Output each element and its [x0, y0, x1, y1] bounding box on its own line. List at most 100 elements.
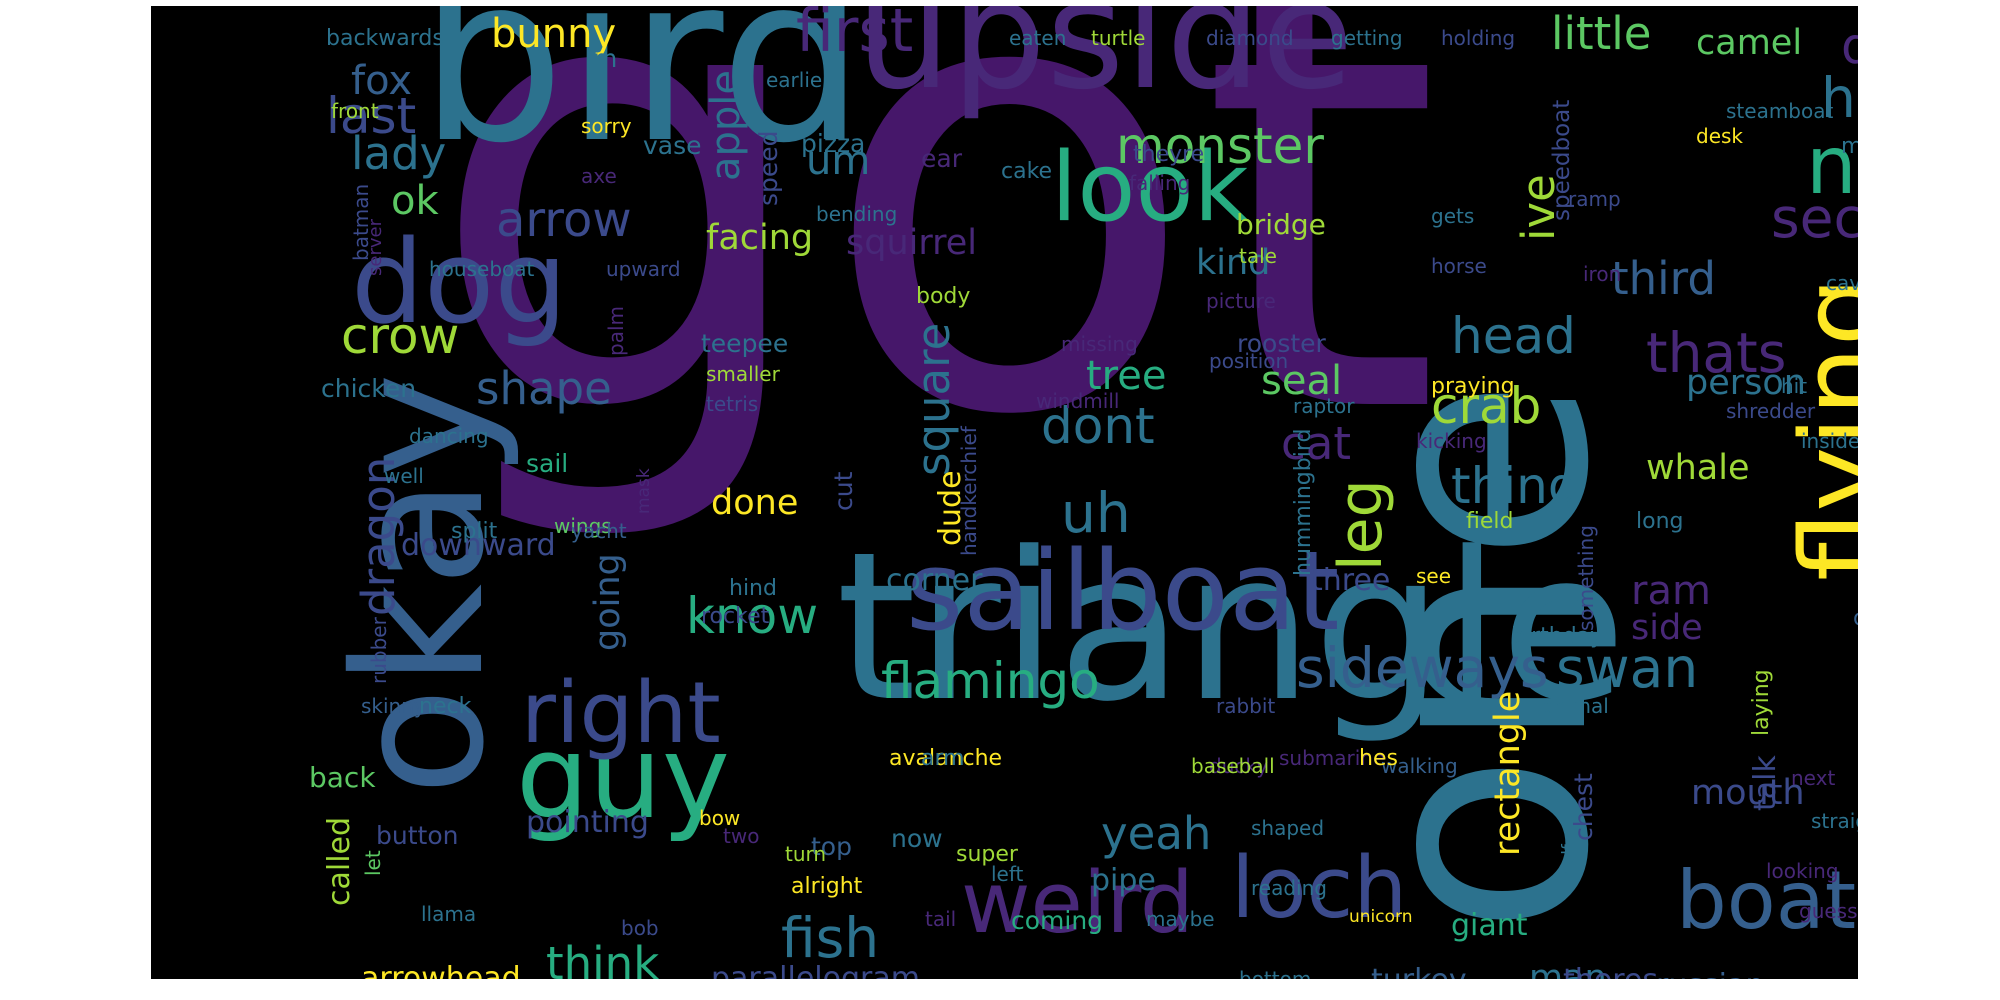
word-submarine: submarine [1279, 746, 1386, 770]
word-got: got [426, 6, 1442, 551]
word-square: square [907, 322, 960, 476]
word-duck: duck [1841, 17, 1858, 75]
word-tree: tree [1086, 353, 1167, 399]
word-ramp: ramp [1568, 187, 1621, 211]
word-shaped: shaped [1251, 816, 1325, 840]
word-see: see [1416, 564, 1452, 588]
word-maybe: maybe [1146, 907, 1215, 931]
word-mountain: mountain [1841, 134, 1858, 159]
word-shape: shape [476, 362, 612, 415]
word-server: server [365, 219, 386, 276]
word-axe: axe [581, 164, 617, 188]
word-monster: monster [1116, 117, 1324, 175]
word-ok: ok [391, 178, 439, 224]
word-facing: facing [706, 218, 814, 258]
word-corner: corner [886, 563, 983, 598]
word-cat: cat [1281, 417, 1351, 470]
word-bird: bird [419, 6, 866, 194]
word-right: right [521, 664, 721, 763]
word-dont: dont [1041, 397, 1155, 455]
word-turkey: turkey [1371, 966, 1467, 980]
word-iron: iron [1583, 262, 1622, 286]
word-desk: desk [1696, 124, 1744, 148]
word-giant: giant [1451, 908, 1528, 943]
word-hit: hit [1781, 374, 1808, 398]
word-let: let [361, 850, 385, 876]
word-downward: downward [401, 528, 556, 563]
word-animal: animal [1541, 694, 1609, 718]
word-three: three [1311, 563, 1391, 598]
word-reading: reading [1251, 876, 1327, 900]
word-thats: thats [1646, 321, 1787, 385]
word-llama: llama [421, 902, 477, 926]
word-third: third [1611, 252, 1716, 305]
word-guy: guy [516, 711, 730, 845]
word-backwards: backwards [326, 26, 444, 51]
word-ram: ram [1631, 568, 1711, 614]
word-getting: getting [1331, 26, 1403, 50]
word-cloud: got one triangle bird okay upside sailboat flyi… [151, 6, 1858, 979]
word-turtle: turtle [1091, 26, 1146, 50]
word-thing: thing [1451, 457, 1580, 515]
word-fox: fox [351, 58, 412, 104]
word-chicken: chicken [321, 374, 417, 403]
word-theres: theres [1563, 966, 1658, 980]
word-camel: camel [1696, 23, 1803, 63]
word-parallelogram: parallelogram [711, 961, 920, 980]
word-windmill: windmill [1036, 389, 1120, 413]
word-baseball: baseball [1191, 754, 1275, 778]
word-sideways: sideways [1296, 636, 1549, 700]
word-something: something [1574, 525, 1598, 631]
word-ness: ness [1806, 119, 1858, 212]
word-field: field [1466, 509, 1514, 534]
word-avalanche: avalanche [889, 746, 1003, 771]
word-falling: falling [1129, 171, 1191, 195]
word-uh: uh [1061, 481, 1131, 545]
word-dancing: dancing [409, 424, 489, 448]
word-yacht: yacht [571, 519, 627, 543]
word-palm: palm [604, 306, 628, 356]
word-body: body [916, 284, 971, 309]
word-going: going [588, 553, 628, 651]
word-birthday: birthday [1511, 624, 1604, 649]
word-im: im [586, 44, 618, 73]
word-dude: dude [933, 470, 968, 546]
word-vase: vase [643, 131, 702, 160]
word-long: long [1636, 509, 1684, 534]
word-well: well [384, 464, 424, 488]
word-now: now [891, 824, 943, 853]
word-cave: cave [1826, 271, 1858, 295]
word-man: man [1529, 958, 1607, 980]
word-raptor: raptor [1293, 394, 1355, 418]
word-leg: leg [1326, 479, 1396, 571]
word-pizza: pizza [801, 129, 866, 158]
word-bending: bending [816, 202, 898, 226]
word-russian: russian [1656, 971, 1764, 980]
word-top: top [811, 832, 852, 861]
word-sailboat: sailboat [906, 527, 1340, 655]
word-holding: holding [1441, 26, 1516, 50]
word-boat: boat [1676, 854, 1857, 947]
word-two: two [723, 824, 760, 848]
word-earlier: earlier [766, 68, 831, 92]
word-looking: looking [1766, 859, 1839, 883]
word-tail: tail [925, 907, 957, 931]
word-upward: upward [606, 257, 681, 281]
word-cut: cut [829, 471, 858, 511]
word-position: position [1209, 349, 1289, 373]
word-bob: bob [621, 916, 659, 940]
word-rubber: rubber [367, 617, 391, 684]
word-bottom: bottom [1239, 967, 1312, 979]
word-bunny: bunny [491, 11, 617, 57]
word-laying: laying [1749, 669, 1774, 736]
word-next: next [1791, 766, 1836, 790]
word-steamboat: steamboat [1726, 99, 1834, 123]
word-fish: fish [781, 906, 880, 970]
word-lady: lady [351, 127, 447, 180]
word-teepee: teepee [701, 329, 789, 358]
word-loch: loch [1231, 839, 1408, 938]
word-diamond: diamond [1206, 26, 1294, 50]
word-wings: wings [554, 514, 612, 538]
word-arm: arm [921, 746, 965, 771]
word-cake: cake [1001, 159, 1053, 184]
